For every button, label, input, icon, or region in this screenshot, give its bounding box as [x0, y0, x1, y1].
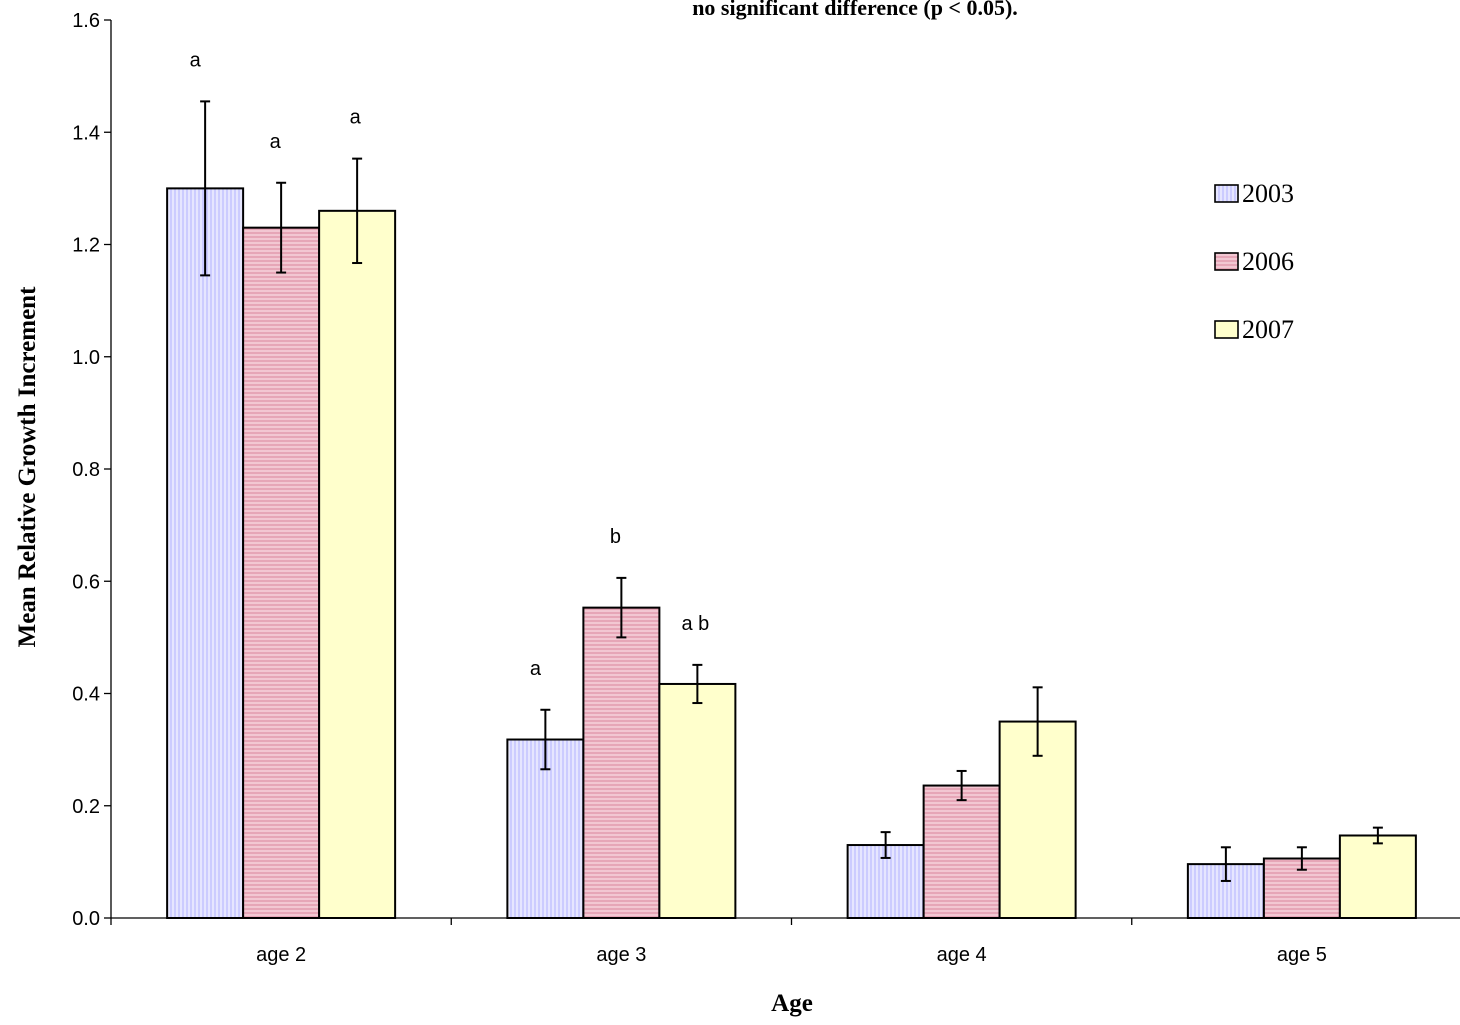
legend-swatch-2006: [1214, 252, 1239, 271]
y-tick-label: 1.2: [72, 235, 100, 257]
bar-2003-age-2: [166, 187, 245, 919]
significance-label: a: [350, 107, 362, 129]
y-tick-label: 0.6: [72, 571, 100, 593]
y-tick-label: 0.2: [72, 796, 100, 818]
significance-label: b: [610, 526, 621, 548]
legend-swatch-2003: [1214, 184, 1239, 203]
bar-2007-age-5: [1338, 834, 1417, 920]
x-tick-label: age 4: [937, 944, 987, 966]
bar-2007-age-3: [658, 682, 737, 919]
x-tick-label: age 3: [596, 944, 646, 966]
bar-2006-age-4: [922, 784, 1001, 919]
y-tick-label: 1.0: [72, 347, 100, 369]
y-axis-title: Mean Relative Growth Increment: [14, 286, 41, 647]
y-tick-label: 0.0: [72, 908, 100, 930]
significance-label: a: [190, 49, 202, 71]
legend-label-2003: 2003: [1242, 179, 1294, 208]
x-tick-label: age 5: [1277, 944, 1327, 966]
legend-label-2006: 2006: [1242, 247, 1294, 276]
legend-swatch-2007: [1214, 320, 1239, 339]
bar-2006-age-2: [242, 226, 321, 920]
bar-2007-age-2: [318, 209, 397, 919]
y-tick-label: 0.8: [72, 459, 100, 481]
significance-label: a: [530, 658, 542, 680]
y-tick-label: 1.6: [72, 10, 100, 32]
chart-title: no significant difference (p < 0.05).: [692, 0, 1018, 20]
y-tick-label: 1.4: [72, 122, 100, 144]
significance-label: a: [270, 131, 282, 153]
bar-2006-age-3: [582, 606, 661, 919]
legend-label-2007: 2007: [1242, 315, 1294, 344]
y-tick-label: 0.4: [72, 684, 100, 706]
x-axis-title: Age: [771, 990, 813, 1017]
x-tick-label: age 2: [256, 944, 306, 966]
significance-label: a b: [681, 613, 709, 635]
